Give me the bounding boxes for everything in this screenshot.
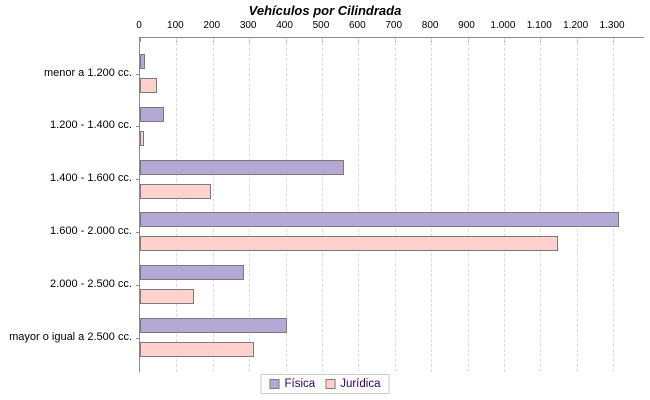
gridline <box>431 38 433 372</box>
legend-label: Jurídica <box>340 378 381 390</box>
category-label: 1.600 - 2.000 cc. <box>50 224 132 237</box>
x-axis-tick-label: 0 <box>136 20 142 31</box>
gridline <box>321 38 323 372</box>
bar-fisica <box>140 106 164 122</box>
chart-title: Vehículos por Cilindrada <box>248 3 402 18</box>
category-label: 1.400 - 1.600 cc. <box>50 172 132 185</box>
gridline <box>212 38 214 372</box>
legend-swatch <box>325 379 336 389</box>
x-axis-tick-label: 600 <box>348 20 366 31</box>
legend-swatch <box>269 379 280 389</box>
y-axis-tick-mark <box>136 126 140 128</box>
category-label: 2.000 - 2.500 cc. <box>50 277 132 290</box>
bar-juridica <box>140 236 559 252</box>
x-axis-tick-label: 800 <box>421 20 439 31</box>
plot-area <box>136 37 644 372</box>
gridline <box>358 38 360 372</box>
bar-juridica <box>140 78 158 93</box>
y-axis-tick-mark <box>136 231 140 233</box>
y-axis-tick-mark <box>136 284 140 286</box>
bar-fisica <box>140 159 344 175</box>
legend-label: Física <box>284 378 316 390</box>
x-axis-tick-label: 200 <box>203 20 221 31</box>
gridline <box>503 38 505 372</box>
x-axis-tick-label: 1.200 <box>563 20 589 31</box>
bar-juridica <box>140 130 145 146</box>
legend: Física Jurídica <box>260 374 390 394</box>
gridline <box>540 38 542 372</box>
bar-juridica <box>140 289 194 305</box>
bar-fisica <box>140 318 288 333</box>
x-axis-tick-label: 700 <box>385 20 403 31</box>
legend-item: Jurídica <box>325 378 380 390</box>
x-axis-tick-mark <box>140 38 141 42</box>
x-axis-tick-label: 900 <box>458 20 475 31</box>
gridline <box>249 38 251 372</box>
x-axis-tick-label: 1.100 <box>526 20 552 31</box>
category-label: menor a 1.200 cc. <box>43 66 132 79</box>
gridline <box>176 38 178 372</box>
gridline <box>613 38 615 372</box>
bar-juridica <box>140 342 254 357</box>
gridline <box>467 38 469 372</box>
gridline <box>576 38 578 372</box>
x-axis-tick-label: 1.300 <box>599 20 625 31</box>
x-axis-tick-label: 100 <box>167 20 184 31</box>
y-axis-tick-mark <box>136 337 140 339</box>
x-axis-tick-label: 300 <box>239 20 257 31</box>
gridline <box>394 38 396 372</box>
y-axis-tick-mark <box>136 179 140 181</box>
category-label: mayor o igual a 2.500 cc. <box>9 330 132 343</box>
bar-juridica <box>140 183 211 199</box>
gridline <box>285 38 287 372</box>
bar-fisica <box>140 265 244 281</box>
bar-fisica <box>140 212 619 228</box>
x-axis-tick-label: 400 <box>276 20 293 31</box>
x-axis-tick-label: 1.000 <box>490 20 516 31</box>
category-label: 1.200 - 1.400 cc. <box>50 119 132 132</box>
bar-fisica <box>140 54 146 69</box>
x-axis-tick-label: 500 <box>312 20 330 31</box>
legend-item: Física <box>269 378 316 390</box>
y-axis-tick-mark <box>136 73 140 75</box>
